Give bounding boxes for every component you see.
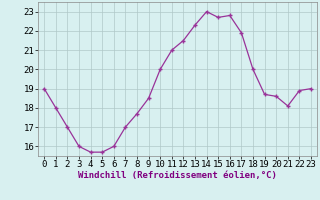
- X-axis label: Windchill (Refroidissement éolien,°C): Windchill (Refroidissement éolien,°C): [78, 171, 277, 180]
